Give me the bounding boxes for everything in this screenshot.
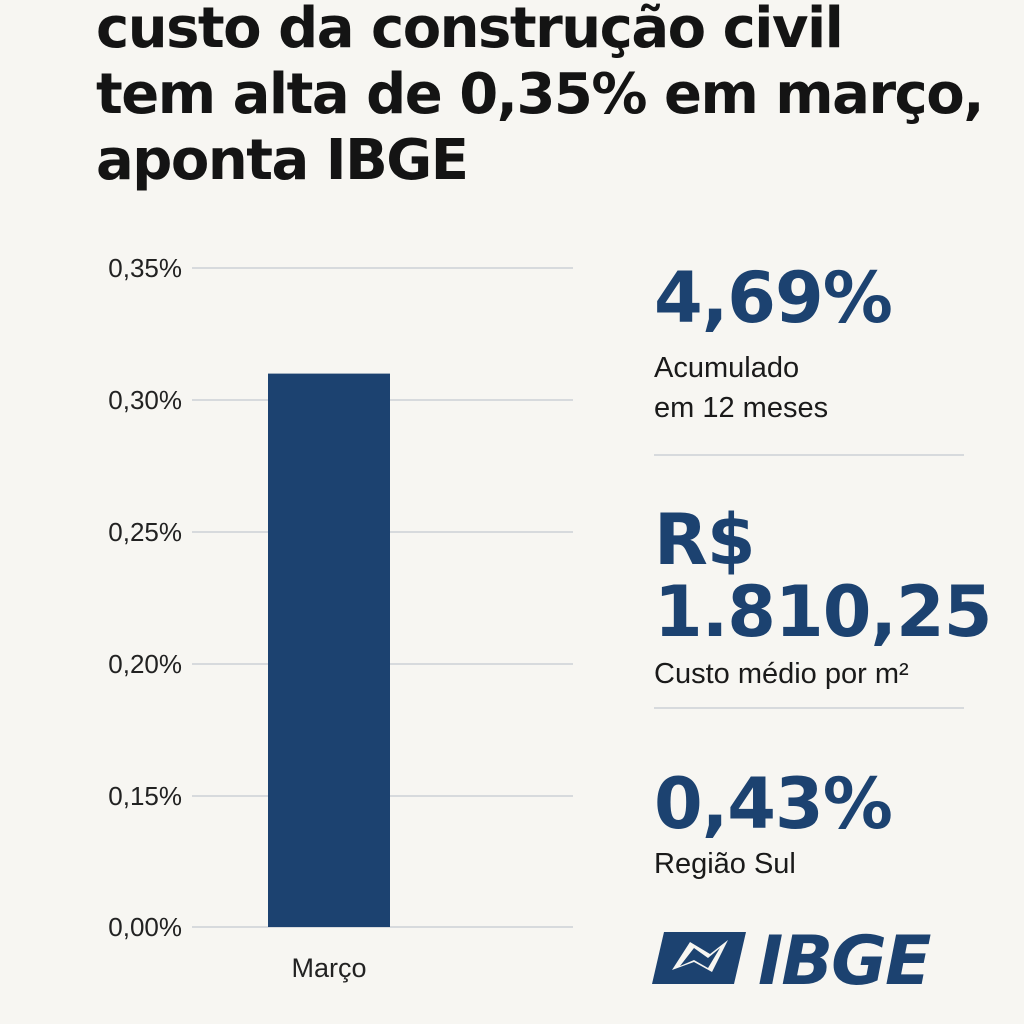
ibge-emblem-icon [652, 932, 746, 984]
bar-chart: 0,00% 0,15% 0,20% 0,25% 0,30% 0,35% Março [108, 253, 573, 983]
ibge-logo: IBGE [652, 926, 933, 990]
stats-panel: 4,69% Acumulado em 12 meses R$ 1.810,25 … [654, 257, 992, 884]
headline-line-2: tem alta de 0,35% em março, [96, 62, 985, 127]
region-value: 0,43% [654, 763, 893, 845]
bar-0 [268, 373, 390, 928]
y-tick-label-4: 0,30% [108, 385, 182, 415]
avg-cost-label: Custo médio por m² [654, 658, 909, 690]
headline: custo da construção civil tem alta de 0,… [96, 0, 996, 194]
headline-line-3: aponta IBGE [96, 128, 469, 193]
headline-line-1: custo da construção civil [96, 0, 844, 61]
y-tick-label-1: 0,15% [108, 781, 182, 811]
region-label: Região Sul [654, 848, 796, 880]
stats-divider-2 [654, 707, 964, 709]
accumulated-label-line-2: em 12 meses [654, 392, 829, 424]
accumulated-label-line-1: Acumulado [654, 352, 800, 384]
y-tick-label-0: 0,00% [108, 912, 182, 942]
stats-divider-1 [654, 454, 964, 456]
ibge-logo-text: IBGE [758, 926, 931, 990]
accumulated-value: 4,69% [654, 257, 893, 339]
y-tick-label-5: 0,35% [108, 253, 182, 283]
y-tick-label-2: 0,20% [108, 649, 182, 679]
avg-cost-currency: R$ [654, 499, 756, 581]
avg-cost-value: 1.810,25 [654, 571, 992, 653]
category-label-0: Março [291, 953, 366, 983]
y-tick-label-3: 0,25% [108, 517, 182, 547]
